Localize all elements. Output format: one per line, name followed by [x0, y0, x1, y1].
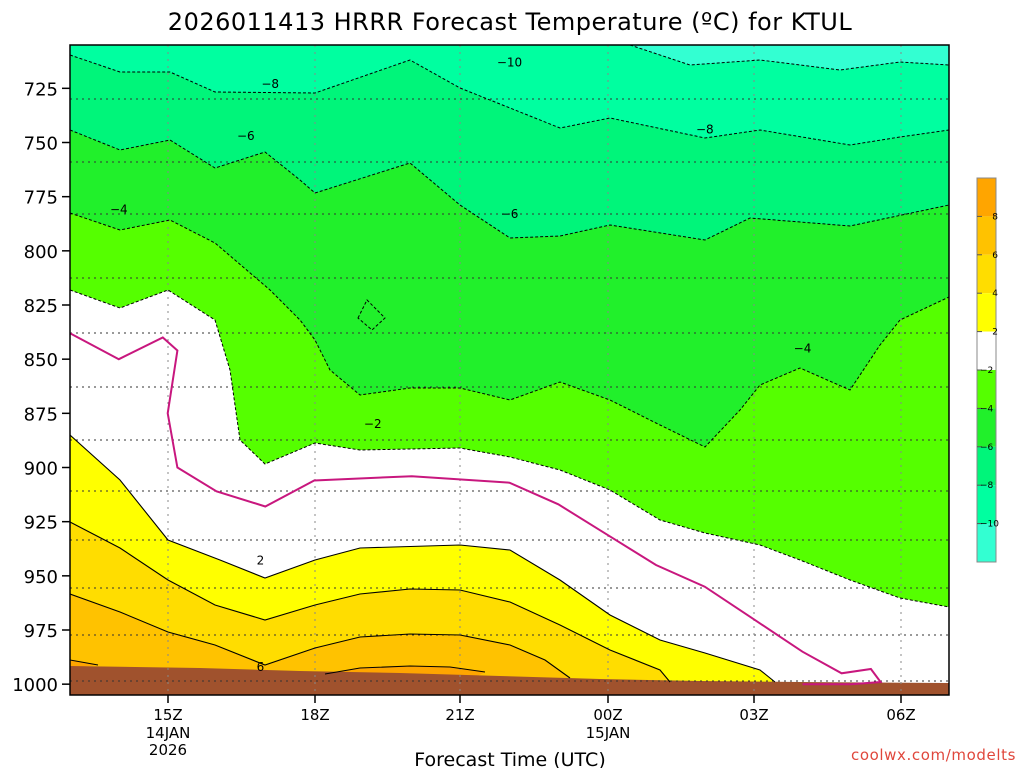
y-tick-label: 925	[24, 513, 58, 534]
y-tick-label: 1000	[12, 675, 58, 696]
contour-label: −8	[261, 77, 279, 91]
colorbar-label: 2	[992, 328, 998, 338]
contour-2	[70, 434, 776, 683]
contour-8-edge	[70, 659, 99, 666]
y-tick-label: 975	[24, 621, 58, 642]
contour-minus-10	[629, 45, 949, 71]
contour-minus-2	[70, 289, 949, 608]
y-tick-label: 825	[24, 296, 58, 317]
colorbar-label: −2	[980, 366, 993, 376]
dashed-contours	[70, 45, 949, 608]
contour-field	[70, 45, 949, 695]
y-tick-label: 875	[24, 404, 58, 425]
contour-label: −6	[501, 207, 519, 221]
band-minus-10-to-minus-8	[70, 45, 949, 145]
dotted-grid	[70, 98, 949, 682]
contour-label: −4	[110, 203, 128, 217]
plot-frame	[69, 44, 950, 696]
chart-title: 2026011413 HRRR Forecast Temperature (ºC…	[168, 8, 853, 36]
y-tick-label: 900	[24, 459, 58, 480]
band-8-to-10	[70, 660, 98, 668]
contour-6	[70, 593, 571, 679]
solid-contours	[70, 434, 776, 683]
contour-4	[70, 521, 671, 683]
contour-label: 2	[257, 554, 265, 568]
colorbar-label: −4	[980, 404, 994, 414]
y-tick-label: 850	[24, 350, 58, 371]
y-axis: 725 750 775 800 825 850 875 900 925 950 975 1000	[12, 79, 70, 696]
band-minus-6-to-minus-4-pocket	[358, 300, 385, 330]
colorbar-label: 6	[992, 251, 998, 261]
band-4-to-6	[70, 522, 949, 695]
x-tick-sublabel: 15JAN	[586, 724, 631, 742]
y-tick-label: 725	[24, 79, 58, 100]
x-tick-label: 06Z	[886, 706, 915, 724]
x-tick-label: 00Z	[593, 706, 622, 724]
x-tick-sublabel: 14JAN	[146, 724, 191, 742]
x-tick-sublabel: 2026	[149, 741, 187, 759]
colorbar-swatch	[977, 408, 996, 447]
colorbar-label: −6	[980, 443, 994, 453]
colorbar-label: −10	[980, 520, 999, 530]
contour-minus-8	[70, 54, 949, 146]
band-6-to-8	[70, 594, 949, 695]
colorbar-label: −8	[980, 481, 994, 491]
contour-label: −2	[364, 417, 382, 431]
contour-labels: −10 −8 −8 −6 −6 −4 −4 −2 2 6	[110, 55, 812, 674]
x-tick-label: 18Z	[300, 706, 329, 724]
colorbar-swatch	[977, 216, 996, 255]
colorbar-label: 8	[992, 212, 998, 222]
contour-label: 6	[257, 660, 265, 674]
y-tick-label: 750	[24, 134, 58, 155]
contour-label: −6	[237, 129, 255, 143]
colorbar-label: 4	[992, 289, 998, 299]
contour-minus-4	[70, 212, 949, 448]
x-tick-label: 03Z	[739, 706, 768, 724]
x-tick-label: 15Z	[153, 706, 182, 724]
colorbar-swatch	[977, 254, 996, 294]
contour-8-core	[324, 665, 486, 675]
contour-label: −10	[497, 55, 522, 69]
contour-label: −8	[696, 123, 714, 137]
colorbar-swatch	[977, 485, 996, 524]
contour-minus-4-closed	[357, 299, 386, 331]
freezing-line-0c	[70, 332, 883, 686]
x-tick-label: 21Z	[445, 706, 474, 724]
colorbar-swatch	[977, 331, 996, 370]
colorbar: 8 6 4 2 −2 −4 −6 −8 −10	[976, 177, 999, 563]
y-tick-label: 950	[24, 567, 58, 588]
colorbar-swatch	[977, 446, 996, 486]
colorbar-swatch	[977, 523, 996, 562]
colorbar-swatch	[977, 178, 996, 217]
y-tick-label: 775	[24, 188, 58, 209]
colorbar-swatch	[977, 370, 996, 409]
contour-label: −4	[794, 341, 812, 355]
source-credit: coolwx.com/modelts	[851, 746, 1016, 764]
band-minus-12-to-minus-10	[630, 45, 949, 70]
contour-minus-6	[70, 129, 949, 241]
y-tick-label: 800	[24, 242, 58, 263]
colorbar-swatch	[977, 293, 996, 332]
x-axis-title: Forecast Time (UTC)	[414, 749, 605, 768]
